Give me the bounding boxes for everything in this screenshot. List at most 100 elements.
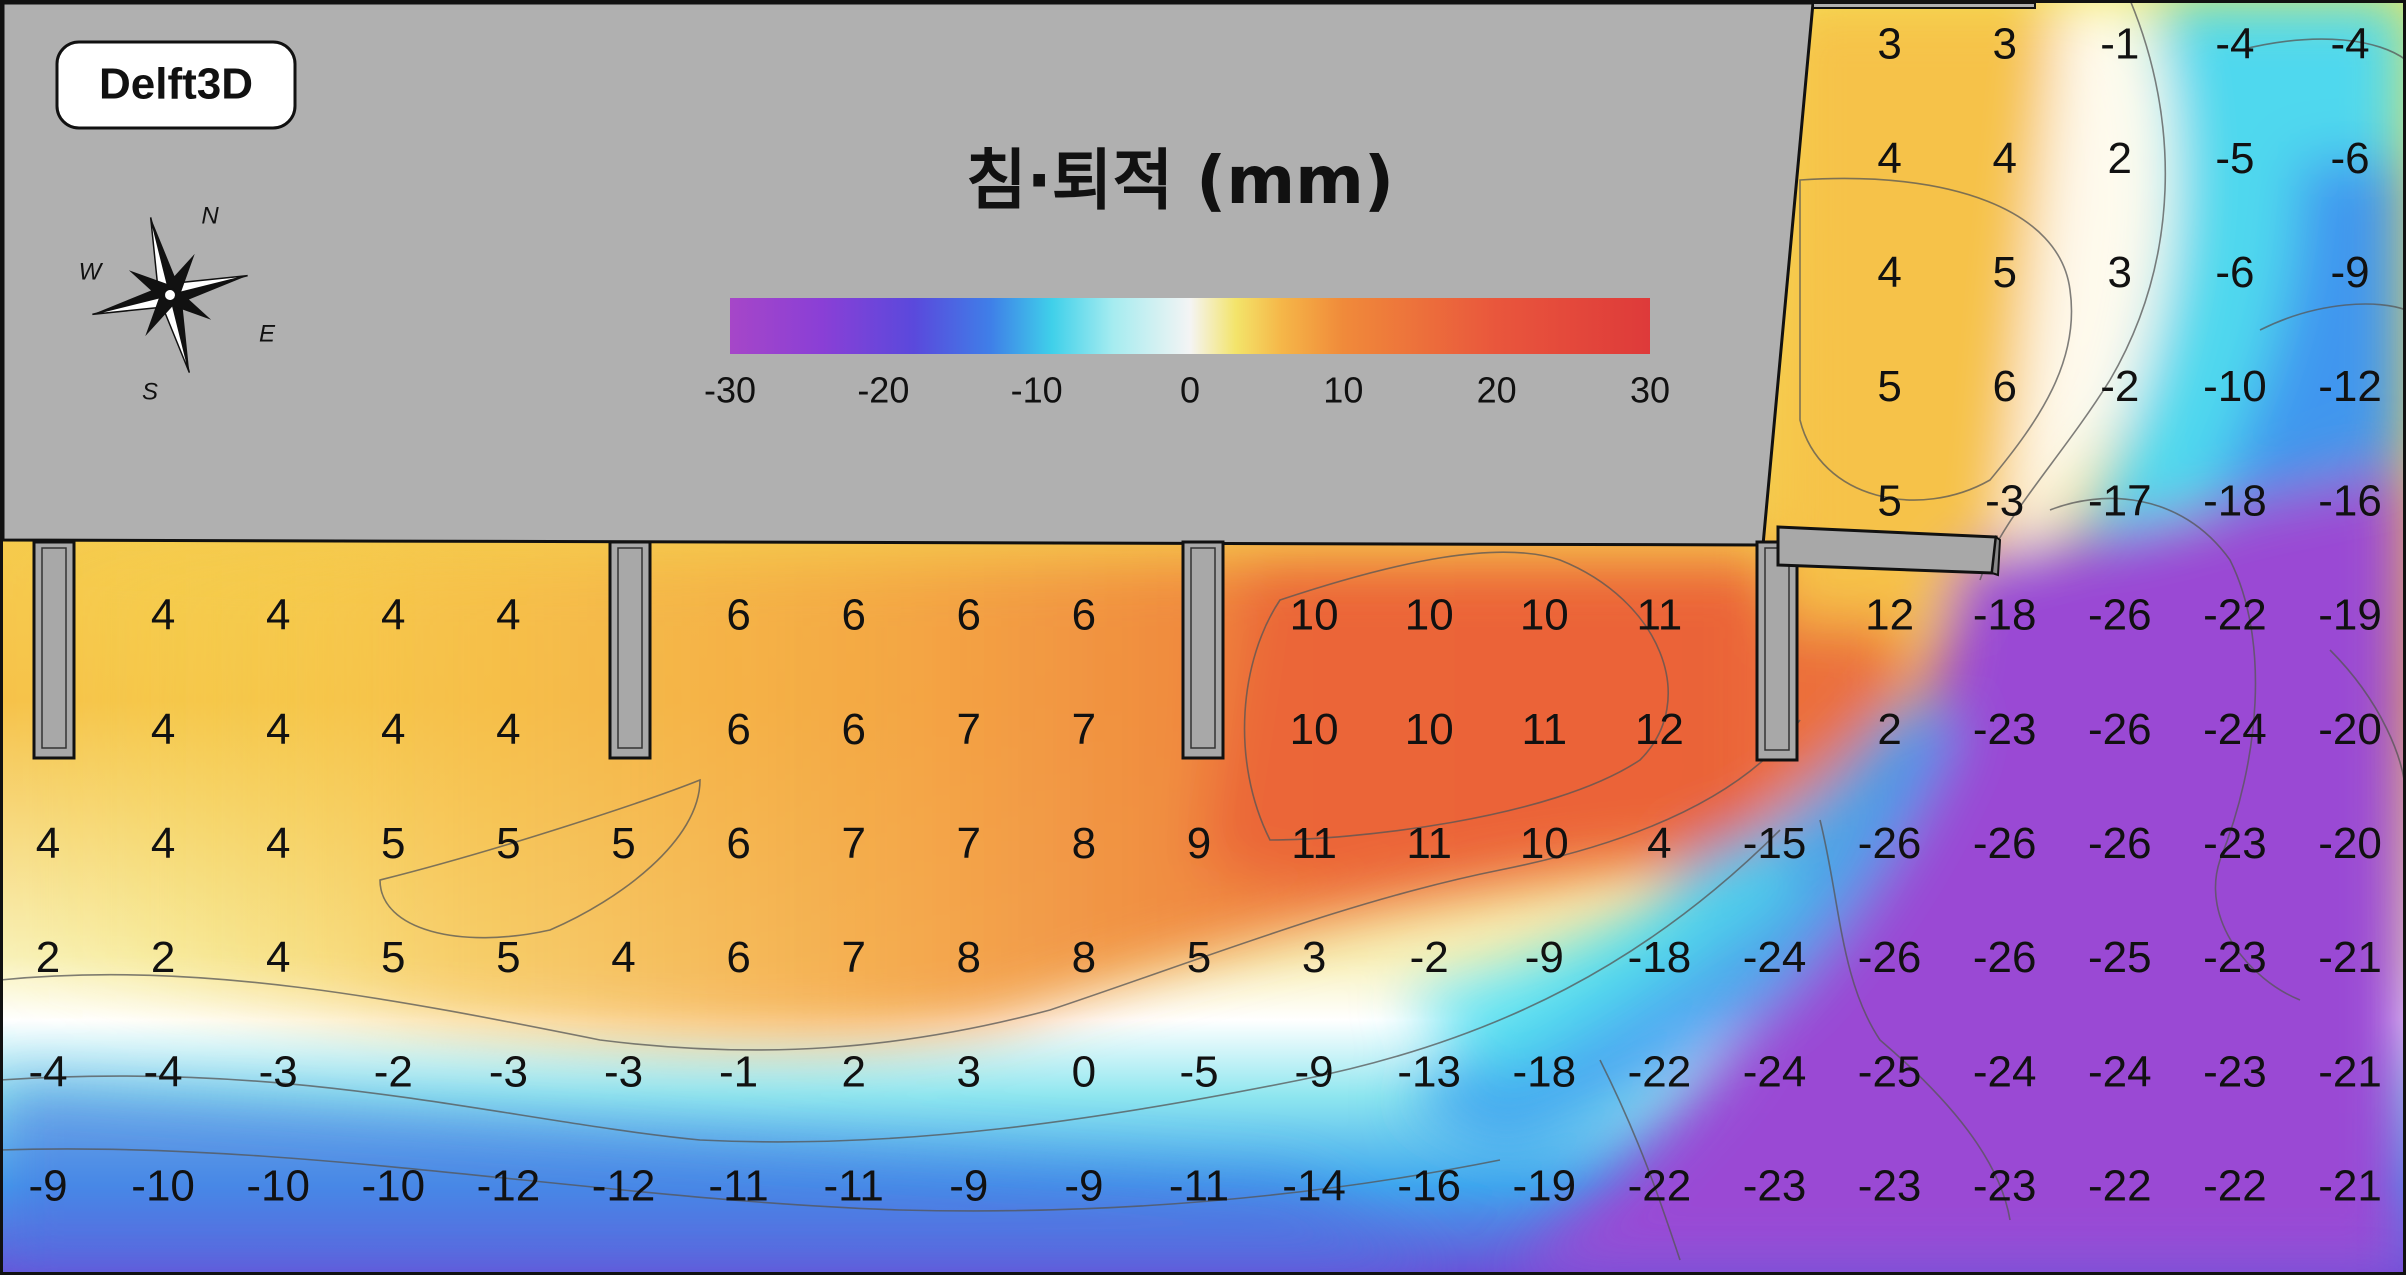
jetty: [1776, 525, 2002, 577]
value-label: 5: [381, 819, 405, 868]
value-label: 9: [1187, 819, 1211, 868]
value-label: 3: [1877, 20, 1901, 69]
value-label: -21: [2318, 1162, 2382, 1211]
value-label: 8: [1072, 933, 1096, 982]
value-label: 7: [841, 933, 865, 982]
value-label: 6: [1072, 591, 1096, 640]
value-label: -3: [259, 1047, 298, 1096]
compass-w: W: [79, 258, 104, 285]
value-label: -25: [1858, 1047, 1922, 1096]
value-label: -15: [1743, 819, 1807, 868]
value-label: 4: [1877, 134, 1901, 183]
value-label: -9: [28, 1162, 67, 1211]
value-label: 10: [1520, 819, 1569, 868]
value-label: -18: [2203, 476, 2267, 525]
colorbar-tick-label: 10: [1323, 370, 1363, 411]
value-label: -9: [1064, 1162, 1103, 1211]
value-label: 5: [1877, 362, 1901, 411]
colorbar: [730, 298, 1650, 354]
value-label: -22: [2203, 1162, 2267, 1211]
value-label: 4: [151, 705, 175, 754]
value-label: 4: [1877, 248, 1901, 297]
value-label: 2: [2108, 134, 2132, 183]
value-label: 5: [496, 819, 520, 868]
compass-n: N: [201, 202, 219, 229]
value-label: 5: [1187, 933, 1211, 982]
value-label: -23: [2203, 1047, 2267, 1096]
value-label: 4: [151, 591, 175, 640]
value-label: 12: [1635, 705, 1684, 754]
value-label: -14: [1282, 1162, 1346, 1211]
value-label: -18: [1973, 591, 2037, 640]
value-label: -24: [1973, 1047, 2037, 1096]
value-label: 10: [1405, 591, 1454, 640]
delft3d-badge: Delft3D: [55, 40, 297, 130]
value-label: 6: [726, 591, 750, 640]
value-label: -22: [1628, 1047, 1692, 1096]
value-label: 4: [266, 591, 290, 640]
value-label: 2: [36, 933, 60, 982]
colorbar-tick-label: -30: [704, 370, 756, 411]
value-labels: 3 3 -1 -4 -44 4 2 -5 -64 5 3 -6 -95 6 -2 -10 -125 -3 -17 -1…: [28, 20, 2381, 1211]
value-label: -5: [1179, 1047, 1218, 1096]
value-label: -11: [708, 1162, 768, 1211]
compass-e: E: [259, 320, 276, 347]
value-label: 2: [151, 933, 175, 982]
value-label: 11: [1291, 819, 1337, 868]
value-label: 4: [266, 819, 290, 868]
value-label: 4: [1647, 819, 1671, 868]
value-label: 4: [496, 705, 520, 754]
value-label: -1: [719, 1047, 758, 1096]
value-label: -9: [949, 1162, 988, 1211]
value-label: 3: [1992, 20, 2016, 69]
value-label: 4: [266, 933, 290, 982]
value-label: -4: [2330, 20, 2369, 69]
value-label: 10: [1290, 591, 1339, 640]
value-label: -2: [2100, 362, 2139, 411]
value-label: 6: [726, 819, 750, 868]
value-label: -26: [1858, 933, 1922, 982]
groin-3: [1181, 540, 1225, 760]
value-label: -24: [2203, 705, 2267, 754]
value-label: 4: [381, 705, 405, 754]
value-label: 7: [841, 819, 865, 868]
value-label: -23: [1858, 1162, 1922, 1211]
value-label: -22: [1628, 1162, 1692, 1211]
colorbar-tick-label: 0: [1180, 370, 1200, 411]
value-label: -18: [1513, 1047, 1577, 1096]
value-label: -11: [1169, 1162, 1229, 1211]
value-label: 3: [2108, 248, 2132, 297]
value-label: -21: [2318, 933, 2382, 982]
value-label: -9: [1295, 1047, 1334, 1096]
value-label: -12: [592, 1162, 656, 1211]
value-label: 5: [611, 819, 635, 868]
value-label: 7: [957, 705, 981, 754]
value-label: -10: [2203, 362, 2267, 411]
value-label: -4: [28, 1047, 67, 1096]
value-label: -3: [1985, 476, 2024, 525]
value-label: 4: [1992, 134, 2016, 183]
value-label: -17: [2088, 476, 2152, 525]
colorbar-tick-label: -20: [857, 370, 909, 411]
value-label: -23: [2203, 933, 2267, 982]
value-label: 4: [266, 705, 290, 754]
value-label: -21: [2318, 1047, 2382, 1096]
compass-s: S: [142, 378, 158, 405]
value-label: -9: [2330, 248, 2369, 297]
value-label: -20: [2318, 819, 2382, 868]
value-label: -11: [824, 1162, 884, 1211]
value-label: -25: [2088, 933, 2152, 982]
value-label: -13: [1397, 1047, 1461, 1096]
value-label: 8: [1072, 819, 1096, 868]
value-label: 4: [36, 819, 60, 868]
value-label: -4: [144, 1047, 183, 1096]
value-label: 2: [841, 1047, 865, 1096]
value-label: -2: [374, 1047, 413, 1096]
legend-title: 침·퇴적 (mm): [966, 142, 1394, 219]
value-label: 5: [1877, 476, 1901, 525]
value-label: 10: [1290, 705, 1339, 754]
value-label: 4: [496, 591, 520, 640]
